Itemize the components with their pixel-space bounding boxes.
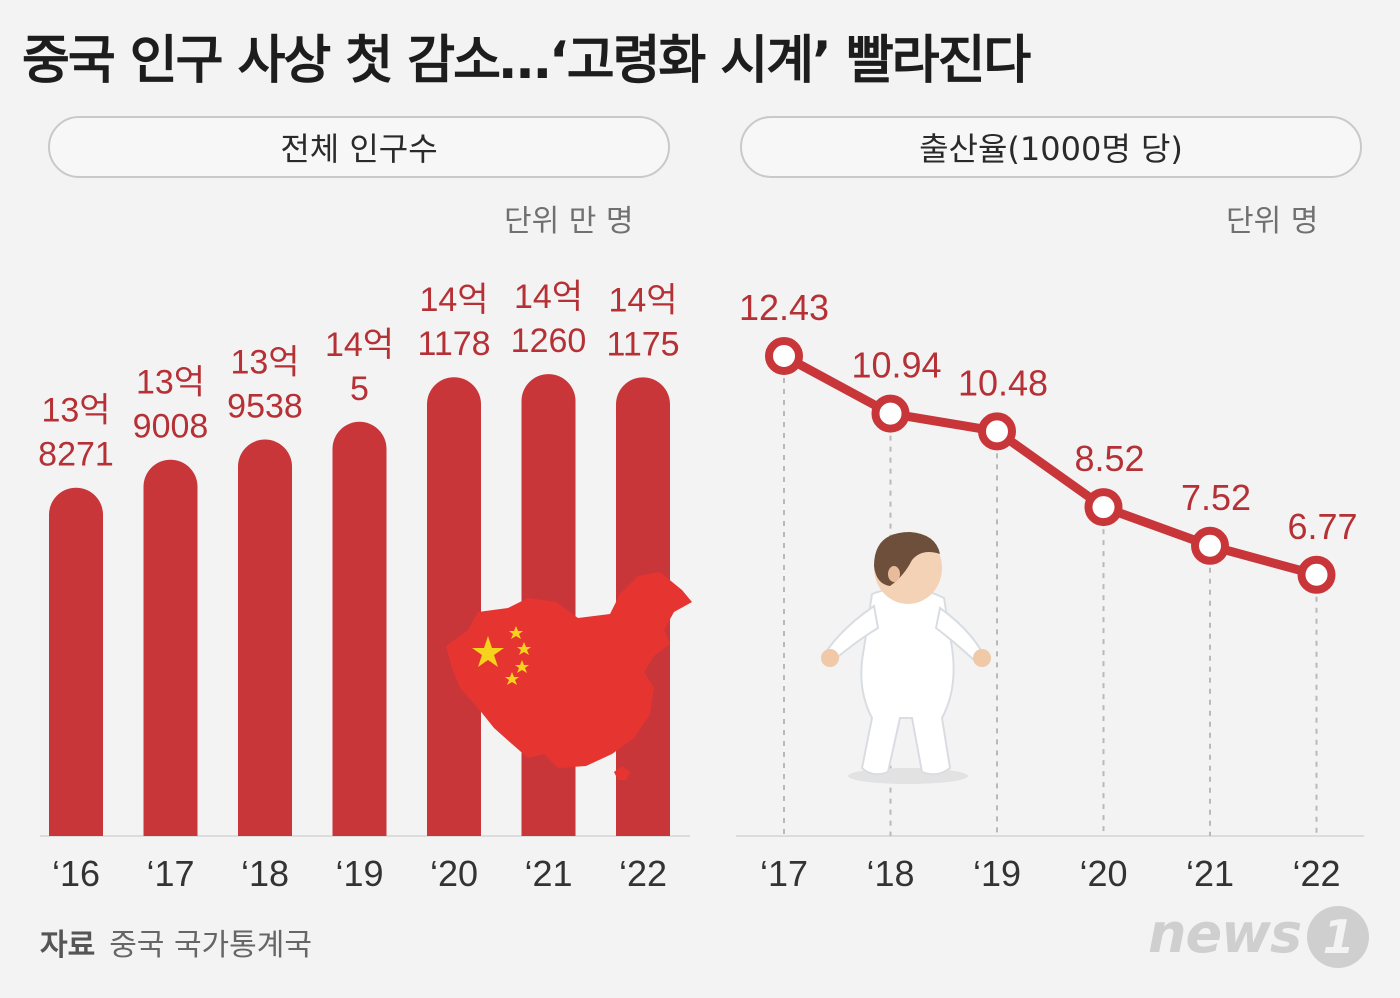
line-value-label: 6.77 [1287, 506, 1357, 547]
line-category-label: ‘19 [973, 853, 1021, 894]
bar-category-label: ‘20 [430, 853, 478, 894]
line-value-label: 8.52 [1074, 438, 1144, 479]
population-bar-base [238, 806, 292, 836]
line-category-label: ‘20 [1079, 853, 1127, 894]
birthrate-point [1297, 555, 1336, 594]
population-bar [238, 439, 292, 836]
birthrate-panel-header: 출산율(1000명 당) [740, 116, 1362, 178]
population-panel-header: 전체 인구수 [48, 116, 670, 178]
source-label: 자료 [40, 928, 96, 963]
population-bar [427, 377, 481, 836]
bar-category-label: ‘22 [619, 853, 667, 894]
birthrate-point [1084, 488, 1123, 527]
population-unit-label: 단위 만 명 [504, 204, 634, 239]
bar-value-label: 9008 [133, 408, 209, 446]
bar-value-label: 13억 [136, 364, 205, 402]
logo-mark: 1 [1307, 906, 1370, 969]
china-flag-map-icon [446, 572, 692, 780]
bar-value-label: 13억 [230, 344, 299, 382]
birthrate-point [871, 394, 910, 433]
line-category-label: ‘22 [1292, 853, 1340, 894]
page-title: 중국 인구 사상 첫 감소…‘고령화 시계’ 빨라진다 [22, 31, 1031, 91]
logo-text: news [1148, 902, 1302, 965]
bar-category-label: ‘17 [146, 853, 194, 894]
bar-category-label: ‘19 [335, 853, 383, 894]
population-bar-base [521, 806, 576, 836]
bar-value-label: 14억 [419, 281, 488, 319]
bar-value-label: 8271 [38, 436, 114, 474]
bar-value-label: 14억 [325, 326, 394, 364]
birthrate-point [765, 337, 803, 375]
bar-value-label: 9538 [227, 388, 303, 426]
population-bar-base [616, 806, 670, 836]
population-bar [332, 421, 387, 836]
birthrate-point [1191, 526, 1229, 565]
bar-value-label: 5 [350, 370, 369, 408]
population-bar [49, 487, 103, 836]
source-note: 자료 중국 국가통계국 [40, 920, 312, 964]
bar-value-label: 1175 [606, 325, 679, 363]
bar-value-label: 13억 [41, 392, 110, 430]
line-category-label: ‘17 [760, 853, 808, 894]
birthrate-unit-label: 단위 명 [1226, 204, 1319, 239]
population-bar [143, 459, 198, 836]
bar-value-label: 14억 [514, 278, 583, 316]
bar-value-label: 1260 [511, 322, 587, 360]
news1-logo: news 1 [1148, 902, 1370, 969]
line-value-label: 12.43 [739, 287, 829, 328]
birthrate-line-chart: 12.43 ‘17 10.94 ‘18 10.48 ‘19 8.52 ‘20 7.52 ‘21 6.… [736, 287, 1364, 894]
line-value-label: 10.94 [851, 345, 941, 386]
bar-value-label: 14억 [608, 281, 677, 319]
line-value-label: 7.52 [1181, 477, 1251, 518]
baby-icon [821, 532, 991, 784]
population-bar-base [49, 806, 103, 836]
population-bar-base [332, 806, 387, 836]
birthrate-point [978, 412, 1016, 451]
line-category-label: ‘21 [1186, 853, 1234, 894]
population-bar-base [143, 806, 198, 836]
line-value-label: 10.48 [958, 362, 1048, 403]
bar-value-label: 1178 [417, 325, 490, 363]
source-text: 중국 국가통계국 [109, 928, 312, 963]
bar-category-label: ‘21 [524, 853, 572, 894]
population-bar-base [427, 806, 481, 836]
bar-category-label: ‘18 [241, 853, 289, 894]
line-category-label: ‘18 [866, 853, 914, 894]
bar-category-label: ‘16 [52, 853, 100, 894]
